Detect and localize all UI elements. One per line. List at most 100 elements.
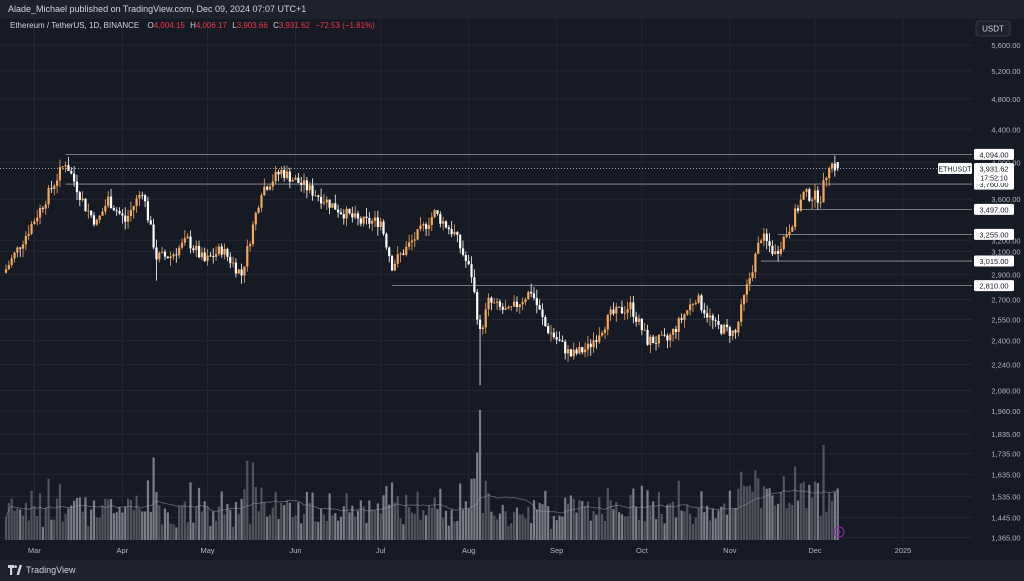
- volume-bar: [149, 512, 152, 540]
- volume-bar: [833, 492, 836, 540]
- volume-bar: [7, 502, 10, 540]
- candle-body: [691, 304, 695, 305]
- volume-bar: [104, 498, 107, 540]
- volume-bar: [115, 512, 118, 540]
- price-chart[interactable]: 5,600.00 5,200.00 4,800.00 4,400.00 4,000.00…: [0, 19, 1024, 560]
- candle-body: [544, 317, 547, 327]
- candle-body: [598, 335, 601, 342]
- volume-bar: [811, 497, 814, 540]
- candle-body: [115, 210, 118, 212]
- candle-body: [385, 233, 388, 248]
- volume-bar: [132, 509, 135, 540]
- volume-moving-average: [5, 489, 838, 518]
- volume-bar: [603, 521, 607, 540]
- volume-bar: [246, 460, 249, 540]
- chart-area[interactable]: 5,600.00 5,200.00 4,800.00 4,400.00 4,000.00…: [0, 19, 1024, 560]
- candle-body: [254, 212, 257, 225]
- volume-bar: [200, 511, 203, 540]
- time-axis[interactable]: Mar Apr May Jun Jul Aug Sep Oct Nov Dec 2025: [28, 546, 911, 555]
- volume-bar: [711, 508, 714, 540]
- candle-body: [791, 226, 794, 232]
- candle-body: [197, 245, 201, 258]
- volume-bar: [612, 508, 615, 540]
- candle-body: [538, 305, 541, 310]
- open-label: O: [147, 21, 153, 30]
- high-value: 4,006.17: [196, 21, 228, 30]
- y-tick-label: 3,600.00: [991, 195, 1020, 204]
- volume-bar: [757, 478, 760, 540]
- volume-bar: [101, 505, 104, 540]
- candle-body: [748, 278, 751, 285]
- y-tick-label: 3,200.00: [991, 236, 1020, 245]
- candle-body: [402, 253, 405, 255]
- candle-body: [61, 166, 64, 168]
- candle-body: [689, 304, 692, 311]
- volume-bar: [407, 507, 411, 540]
- candle-body: [450, 229, 453, 235]
- volume-bar: [240, 498, 243, 540]
- volume-bar: [135, 495, 138, 540]
- volume-bar: [53, 519, 56, 540]
- candle-body: [592, 340, 595, 348]
- volume-bar: [311, 492, 314, 540]
- candle-body: [217, 246, 220, 254]
- last-price-label-bg: [974, 163, 1014, 184]
- candle-body: [220, 246, 223, 255]
- volume-bar: [671, 501, 675, 540]
- volume-bar: [535, 509, 538, 540]
- volume-bar: [799, 483, 802, 540]
- volume-bar: [251, 462, 255, 540]
- candle-body: [706, 313, 709, 318]
- candle-body: [447, 227, 450, 230]
- volume-bar: [819, 515, 822, 540]
- volume-bar: [581, 500, 584, 540]
- volume-bar: [33, 506, 36, 540]
- tradingview-logo-icon: [8, 565, 22, 575]
- candle-body: [192, 248, 195, 251]
- volume-bar: [552, 515, 555, 540]
- volume-bar: [305, 491, 308, 540]
- candle-body: [649, 336, 652, 345]
- candle-body: [121, 213, 124, 216]
- volume-bar: [714, 518, 717, 540]
- candle-body: [132, 206, 135, 211]
- volume-bar: [254, 487, 257, 540]
- candle-body: [200, 252, 203, 258]
- volume-bar: [569, 495, 572, 540]
- candle-body: [833, 163, 836, 171]
- volume-bar: [487, 492, 490, 540]
- candle-body: [495, 301, 499, 303]
- volume-bar: [163, 508, 167, 540]
- candle-body: [515, 301, 519, 307]
- candle-body: [365, 216, 368, 218]
- volume-bar: [697, 507, 700, 540]
- volume-bar: [618, 512, 621, 540]
- candle-body: [356, 213, 360, 219]
- volume-bar: [510, 523, 513, 540]
- candle-body: [317, 195, 320, 197]
- lightning-icon[interactable]: [833, 526, 845, 538]
- volume-bar: [121, 512, 124, 540]
- x-tick-label: Jun: [289, 546, 301, 555]
- candle-body: [444, 221, 448, 228]
- volume-bar: [359, 500, 362, 540]
- volume-bar: [129, 500, 132, 540]
- candle-body: [686, 310, 689, 315]
- candle-body: [277, 171, 280, 175]
- candle-body: [572, 349, 575, 357]
- candle-body: [501, 306, 504, 310]
- volume-bar: [626, 516, 629, 540]
- volume-bar: [836, 488, 839, 540]
- volume-bar: [195, 506, 198, 540]
- candle-body: [64, 165, 67, 167]
- candle-body: [589, 343, 592, 348]
- volume-bar: [507, 526, 510, 540]
- price-axis[interactable]: 5,600.00 5,200.00 4,800.00 4,400.00 4,000.00…: [991, 41, 1020, 542]
- publisher-bar: Alade_Michael published on TradingView.c…: [0, 0, 1024, 19]
- currency-button[interactable]: USDT: [975, 20, 1011, 37]
- candle-body: [396, 254, 399, 264]
- candle-body: [765, 233, 768, 242]
- x-tick-label: Aug: [462, 546, 475, 555]
- x-tick-label: Jul: [376, 546, 386, 555]
- candle-body: [677, 318, 680, 332]
